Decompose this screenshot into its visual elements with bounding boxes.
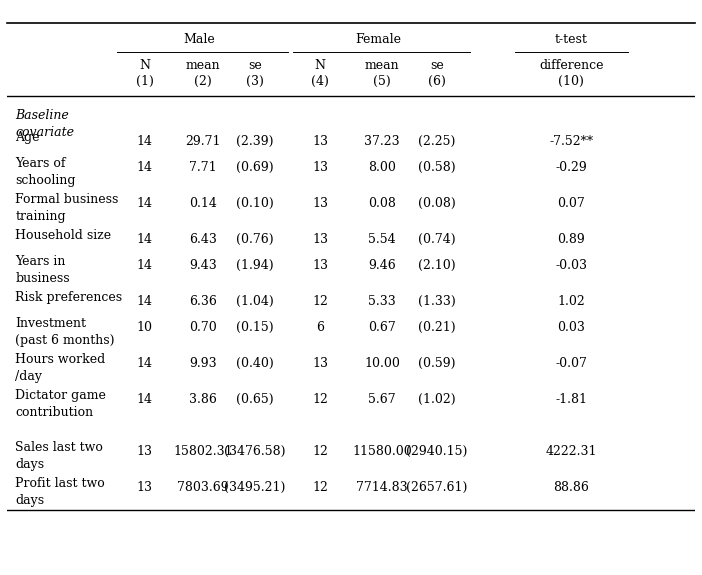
Text: (1.04): (1.04) xyxy=(236,296,274,308)
Text: (1.33): (1.33) xyxy=(418,296,456,308)
Text: (0.59): (0.59) xyxy=(418,358,456,370)
Text: 14: 14 xyxy=(137,259,152,273)
Text: (2940.15): (2940.15) xyxy=(406,445,468,458)
Text: -1.81: -1.81 xyxy=(555,393,587,407)
Text: (0.76): (0.76) xyxy=(236,233,274,247)
Text: -0.29: -0.29 xyxy=(555,161,587,174)
Text: (0.08): (0.08) xyxy=(418,197,456,210)
Text: 3.86: 3.86 xyxy=(189,393,217,407)
Text: Baseline
covariate: Baseline covariate xyxy=(15,109,74,139)
Text: se
(3): se (3) xyxy=(246,59,264,88)
Text: 14: 14 xyxy=(137,393,152,407)
Text: 14: 14 xyxy=(137,296,152,308)
Text: Household size: Household size xyxy=(15,229,112,242)
Text: -0.03: -0.03 xyxy=(555,259,587,273)
Text: 4222.31: 4222.31 xyxy=(545,445,597,458)
Text: (0.65): (0.65) xyxy=(236,393,274,407)
Text: Dictator game
contribution: Dictator game contribution xyxy=(15,389,106,419)
Text: 12: 12 xyxy=(312,296,328,308)
Text: 12: 12 xyxy=(312,481,328,494)
Text: (2657.61): (2657.61) xyxy=(406,481,468,494)
Text: 13: 13 xyxy=(137,445,152,458)
Text: 11580.00: 11580.00 xyxy=(352,445,412,458)
Text: mean
(2): mean (2) xyxy=(186,59,220,88)
Text: 7714.83: 7714.83 xyxy=(356,481,408,494)
Text: difference
(10): difference (10) xyxy=(539,59,604,88)
Text: 0.67: 0.67 xyxy=(368,321,396,334)
Text: (0.21): (0.21) xyxy=(418,321,456,334)
Text: (2.10): (2.10) xyxy=(418,259,456,273)
Text: 13: 13 xyxy=(312,197,328,210)
Text: 13: 13 xyxy=(312,135,328,148)
Text: 14: 14 xyxy=(137,233,152,247)
Text: (1.02): (1.02) xyxy=(418,393,456,407)
Text: 0.07: 0.07 xyxy=(557,197,585,210)
Text: 10: 10 xyxy=(137,321,152,334)
Text: 9.46: 9.46 xyxy=(368,259,396,273)
Text: (0.40): (0.40) xyxy=(236,358,274,370)
Text: Years in
business: Years in business xyxy=(15,255,70,285)
Text: (2.25): (2.25) xyxy=(418,135,456,148)
Text: 13: 13 xyxy=(312,259,328,273)
Text: Sales last two
days: Sales last two days xyxy=(15,441,103,472)
Text: t-test: t-test xyxy=(555,33,588,46)
Text: (0.58): (0.58) xyxy=(418,161,456,174)
Text: (2.39): (2.39) xyxy=(236,135,274,148)
Text: 0.70: 0.70 xyxy=(190,321,217,334)
Text: 14: 14 xyxy=(137,161,152,174)
Text: (3476.58): (3476.58) xyxy=(224,445,286,458)
Text: 13: 13 xyxy=(312,161,328,174)
Text: 8.00: 8.00 xyxy=(368,161,396,174)
Text: 14: 14 xyxy=(137,135,152,148)
Text: -0.07: -0.07 xyxy=(555,358,587,370)
Text: 0.08: 0.08 xyxy=(368,197,396,210)
Text: 7803.69: 7803.69 xyxy=(178,481,229,494)
Text: 12: 12 xyxy=(312,445,328,458)
Text: (0.74): (0.74) xyxy=(418,233,456,247)
Text: 29.71: 29.71 xyxy=(185,135,221,148)
Text: 0.14: 0.14 xyxy=(189,197,217,210)
Text: Profit last two
days: Profit last two days xyxy=(15,477,105,507)
Text: (1.94): (1.94) xyxy=(236,259,274,273)
Text: 6.43: 6.43 xyxy=(189,233,217,247)
Text: Male: Male xyxy=(184,33,216,46)
Text: N
(1): N (1) xyxy=(135,59,154,88)
Text: -7.52**: -7.52** xyxy=(549,135,593,148)
Text: 6.36: 6.36 xyxy=(189,296,217,308)
Text: (0.10): (0.10) xyxy=(236,197,274,210)
Text: 0.03: 0.03 xyxy=(557,321,585,334)
Text: (0.15): (0.15) xyxy=(236,321,274,334)
Text: 14: 14 xyxy=(137,197,152,210)
Text: mean
(5): mean (5) xyxy=(364,59,399,88)
Text: Years of
schooling: Years of schooling xyxy=(15,157,76,187)
Text: N
(4): N (4) xyxy=(311,59,329,88)
Text: 14: 14 xyxy=(137,358,152,370)
Text: Hours worked
/day: Hours worked /day xyxy=(15,353,105,384)
Text: 13: 13 xyxy=(312,358,328,370)
Text: Formal business
training: Formal business training xyxy=(15,193,119,223)
Text: 88.86: 88.86 xyxy=(553,481,589,494)
Text: 9.93: 9.93 xyxy=(190,358,217,370)
Text: 13: 13 xyxy=(312,233,328,247)
Text: (0.69): (0.69) xyxy=(236,161,274,174)
Text: 5.67: 5.67 xyxy=(368,393,396,407)
Text: se
(6): se (6) xyxy=(428,59,446,88)
Text: 9.43: 9.43 xyxy=(190,259,217,273)
Text: 0.89: 0.89 xyxy=(557,233,585,247)
Text: Investment
(past 6 months): Investment (past 6 months) xyxy=(15,317,114,347)
Text: 7.71: 7.71 xyxy=(190,161,217,174)
Text: 13: 13 xyxy=(137,481,152,494)
Text: 1.02: 1.02 xyxy=(557,296,585,308)
Text: 5.33: 5.33 xyxy=(368,296,396,308)
Text: 15802.31: 15802.31 xyxy=(173,445,233,458)
Text: 10.00: 10.00 xyxy=(364,358,400,370)
Text: Risk preferences: Risk preferences xyxy=(15,291,122,304)
Text: (3495.21): (3495.21) xyxy=(224,481,286,494)
Text: 12: 12 xyxy=(312,393,328,407)
Text: Age: Age xyxy=(15,131,40,144)
Text: 6: 6 xyxy=(316,321,324,334)
Text: Female: Female xyxy=(355,33,402,46)
Text: 37.23: 37.23 xyxy=(364,135,399,148)
Text: 5.54: 5.54 xyxy=(368,233,396,247)
